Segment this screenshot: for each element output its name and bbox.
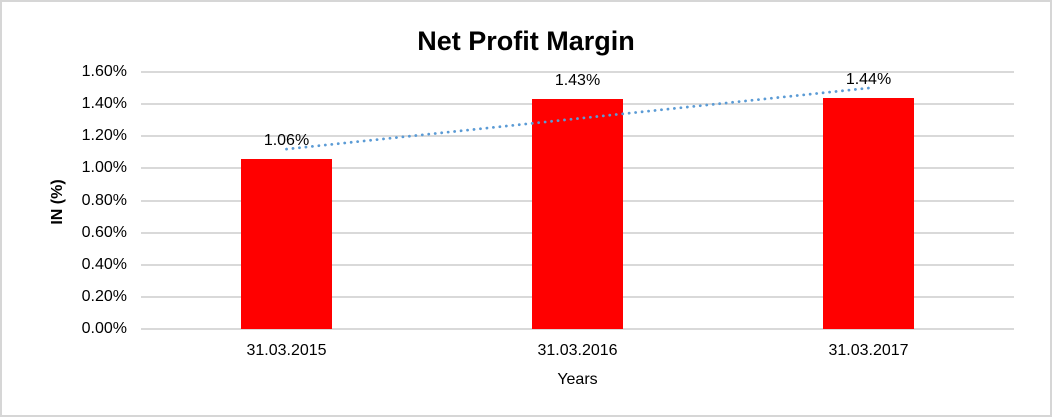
y-tick-label: 0.80% [81, 191, 127, 209]
y-tick-label: 0.40% [81, 255, 127, 273]
x-axis-title: Years [557, 371, 598, 388]
x-tick-label: 31.03.2016 [537, 342, 618, 359]
y-axis-title: IN (%) [49, 179, 66, 225]
bar-value-label: 1.06% [263, 131, 310, 149]
bar-31.03.2016 [532, 99, 623, 329]
y-tick-label: 1.60% [81, 63, 127, 80]
y-tick-label: 0.60% [81, 223, 127, 241]
bar-31.03.2017 [823, 97, 914, 329]
bar-value-label: 1.43% [554, 72, 601, 90]
y-tick-label: 1.40% [81, 95, 127, 113]
bar-value-label: 1.44% [845, 70, 892, 88]
y-tick-label: 1.20% [81, 127, 127, 145]
y-tick-label: 0.00% [81, 320, 127, 337]
x-tick-label: 31.03.2015 [246, 342, 327, 359]
bar-31.03.2015 [241, 158, 332, 329]
chart-title: Net Profit Margin [417, 26, 635, 56]
y-tick-label: 0.20% [81, 287, 127, 305]
y-tick-label: 1.00% [81, 159, 127, 177]
x-tick-label: 31.03.2017 [828, 342, 909, 359]
